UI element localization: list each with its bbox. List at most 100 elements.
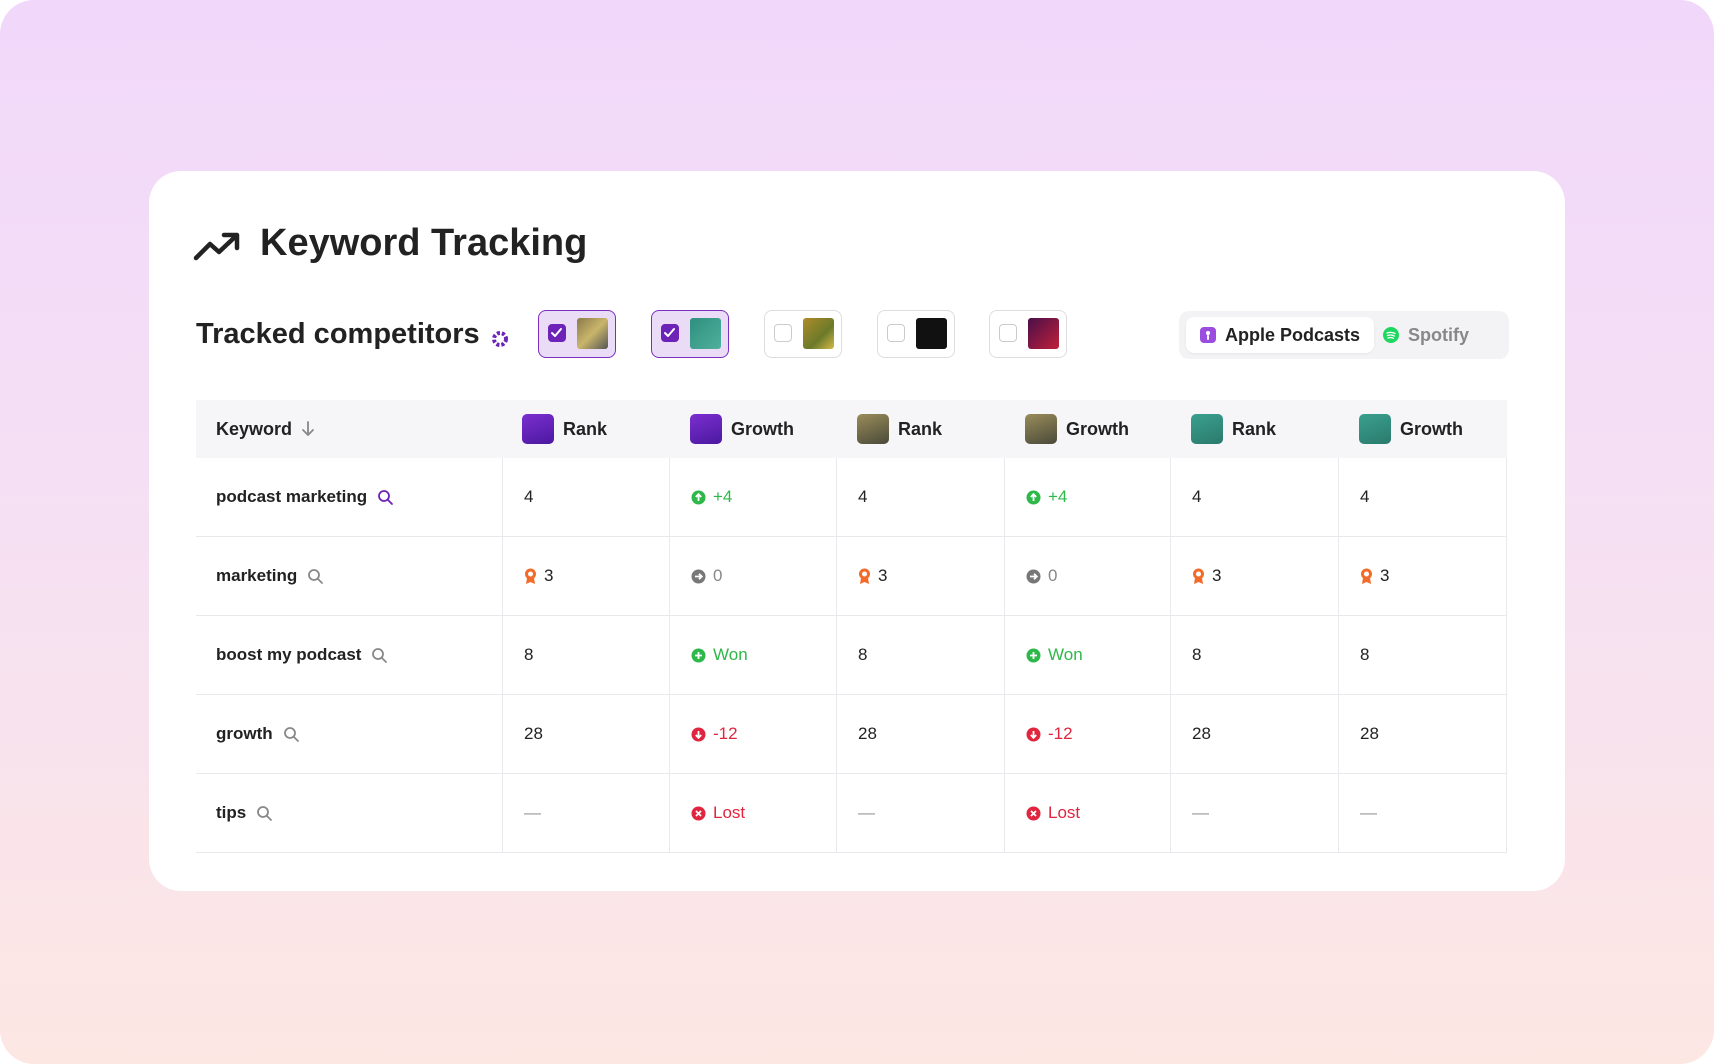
value-cell: +4 <box>670 458 837 537</box>
option-label: Spotify <box>1408 324 1469 345</box>
value-cell: 0 <box>1005 537 1171 616</box>
keyword-cell: podcast marketing <box>196 458 502 537</box>
cell-value: 4 <box>1360 487 1370 506</box>
medal-icon <box>1193 568 1204 584</box>
settings-icon[interactable] <box>491 330 509 348</box>
column-label: Rank <box>898 418 943 439</box>
competitor-thumbnail <box>803 318 834 349</box>
status-icon <box>1026 648 1041 662</box>
value-cell: Lost <box>670 774 837 853</box>
competitor-thumbnail <box>1028 318 1059 349</box>
checkbox[interactable] <box>661 324 679 342</box>
checkbox[interactable] <box>999 324 1017 342</box>
competitor-thumbnail <box>690 318 721 349</box>
keyword-cell: boost my podcast <box>196 616 502 695</box>
platform-toggle: Apple Podcasts Spotify <box>1179 311 1509 359</box>
search-icon[interactable] <box>256 805 273 822</box>
cell-value: 28 <box>1192 724 1211 743</box>
competitor-chip[interactable] <box>877 310 955 358</box>
value-cell: 8 <box>1171 616 1339 695</box>
value-cell: +4 <box>1005 458 1171 537</box>
search-icon[interactable] <box>371 647 388 664</box>
status-icon <box>691 569 706 583</box>
header-cell: Growth <box>1339 400 1507 458</box>
keyword-table: Keyword Rank Growth Rank Growth Rank Growth pod… <box>196 400 1507 853</box>
cell-value: — <box>858 803 875 822</box>
cell-value: +4 <box>1048 487 1068 506</box>
search-icon[interactable] <box>283 726 300 743</box>
cell-value: 0 <box>1048 566 1058 585</box>
medal-icon <box>859 568 870 584</box>
cell-value: 28 <box>858 724 877 743</box>
search-icon[interactable] <box>377 489 394 506</box>
value-cell: 8 <box>837 616 1005 695</box>
value-cell: 4 <box>1171 458 1339 537</box>
platform-option[interactable]: Apple Podcasts <box>1186 317 1375 353</box>
value-cell: 3 <box>1339 537 1507 616</box>
keyword-cell: growth <box>196 695 502 774</box>
competitor-thumbnail <box>577 318 608 349</box>
value-cell: 28 <box>502 695 670 774</box>
cell-value: 4 <box>858 487 868 506</box>
header-cell: Rank <box>837 400 1005 458</box>
value-cell: — <box>1339 774 1507 853</box>
value-cell: 4 <box>502 458 670 537</box>
medal-icon <box>525 568 536 584</box>
value-cell: 8 <box>502 616 670 695</box>
header-cell: Growth <box>1005 400 1171 458</box>
competitor-chip[interactable] <box>764 310 842 358</box>
header-cell: Keyword <box>196 400 502 458</box>
status-icon <box>1026 569 1041 583</box>
cell-value: 28 <box>1360 724 1379 743</box>
column-label: Rank <box>1232 418 1277 439</box>
keyword-cell: marketing <box>196 537 502 616</box>
cell-value: 4 <box>1192 487 1202 506</box>
value-cell: — <box>502 774 670 853</box>
cell-value: 3 <box>1212 566 1222 585</box>
competitor-chip[interactable] <box>651 310 729 358</box>
status-icon <box>1026 806 1041 820</box>
keyword: boost my podcast <box>216 645 362 664</box>
checkbox[interactable] <box>774 324 792 342</box>
competitor-thumbnail <box>916 318 947 349</box>
header-cell: Rank <box>1171 400 1339 458</box>
keyword-cell: tips <box>196 774 502 853</box>
status-icon <box>691 490 706 504</box>
trend-icon <box>193 232 240 261</box>
cell-value: 8 <box>524 645 534 664</box>
platform-option[interactable]: Spotify <box>1369 317 1483 353</box>
header-cell: Growth <box>670 400 837 458</box>
value-cell: 4 <box>1339 458 1507 537</box>
column-avatar <box>690 414 722 444</box>
cell-value: 0 <box>713 566 723 585</box>
column-label: Growth <box>1400 418 1463 439</box>
value-cell: 28 <box>1339 695 1507 774</box>
column-label: Rank <box>563 418 608 439</box>
column-avatar <box>1025 414 1057 444</box>
cell-value: +4 <box>713 487 733 506</box>
value-cell: Won <box>670 616 837 695</box>
keyword: podcast marketing <box>216 487 368 506</box>
search-icon[interactable] <box>307 568 324 585</box>
checkbox[interactable] <box>887 324 905 342</box>
cell-value: — <box>1192 803 1209 822</box>
status-icon <box>1026 727 1041 741</box>
column-label: Growth <box>1066 418 1129 439</box>
cell-value: -12 <box>1048 724 1073 743</box>
competitor-chip[interactable] <box>989 310 1067 358</box>
value-cell: 28 <box>1171 695 1339 774</box>
sort-icon[interactable] <box>301 420 315 438</box>
cell-value: 3 <box>544 566 554 585</box>
cell-value: Won <box>1048 645 1083 664</box>
keyword: tips <box>216 803 247 822</box>
header-cell: Rank <box>502 400 670 458</box>
checkbox[interactable] <box>548 324 566 342</box>
competitor-chip[interactable] <box>538 310 616 358</box>
cell-value: Lost <box>713 803 746 822</box>
column-label: Growth <box>731 418 794 439</box>
section-label: Tracked competitors <box>196 318 480 350</box>
status-icon <box>1026 490 1041 504</box>
status-icon <box>691 727 706 741</box>
medal-icon <box>1361 568 1372 584</box>
